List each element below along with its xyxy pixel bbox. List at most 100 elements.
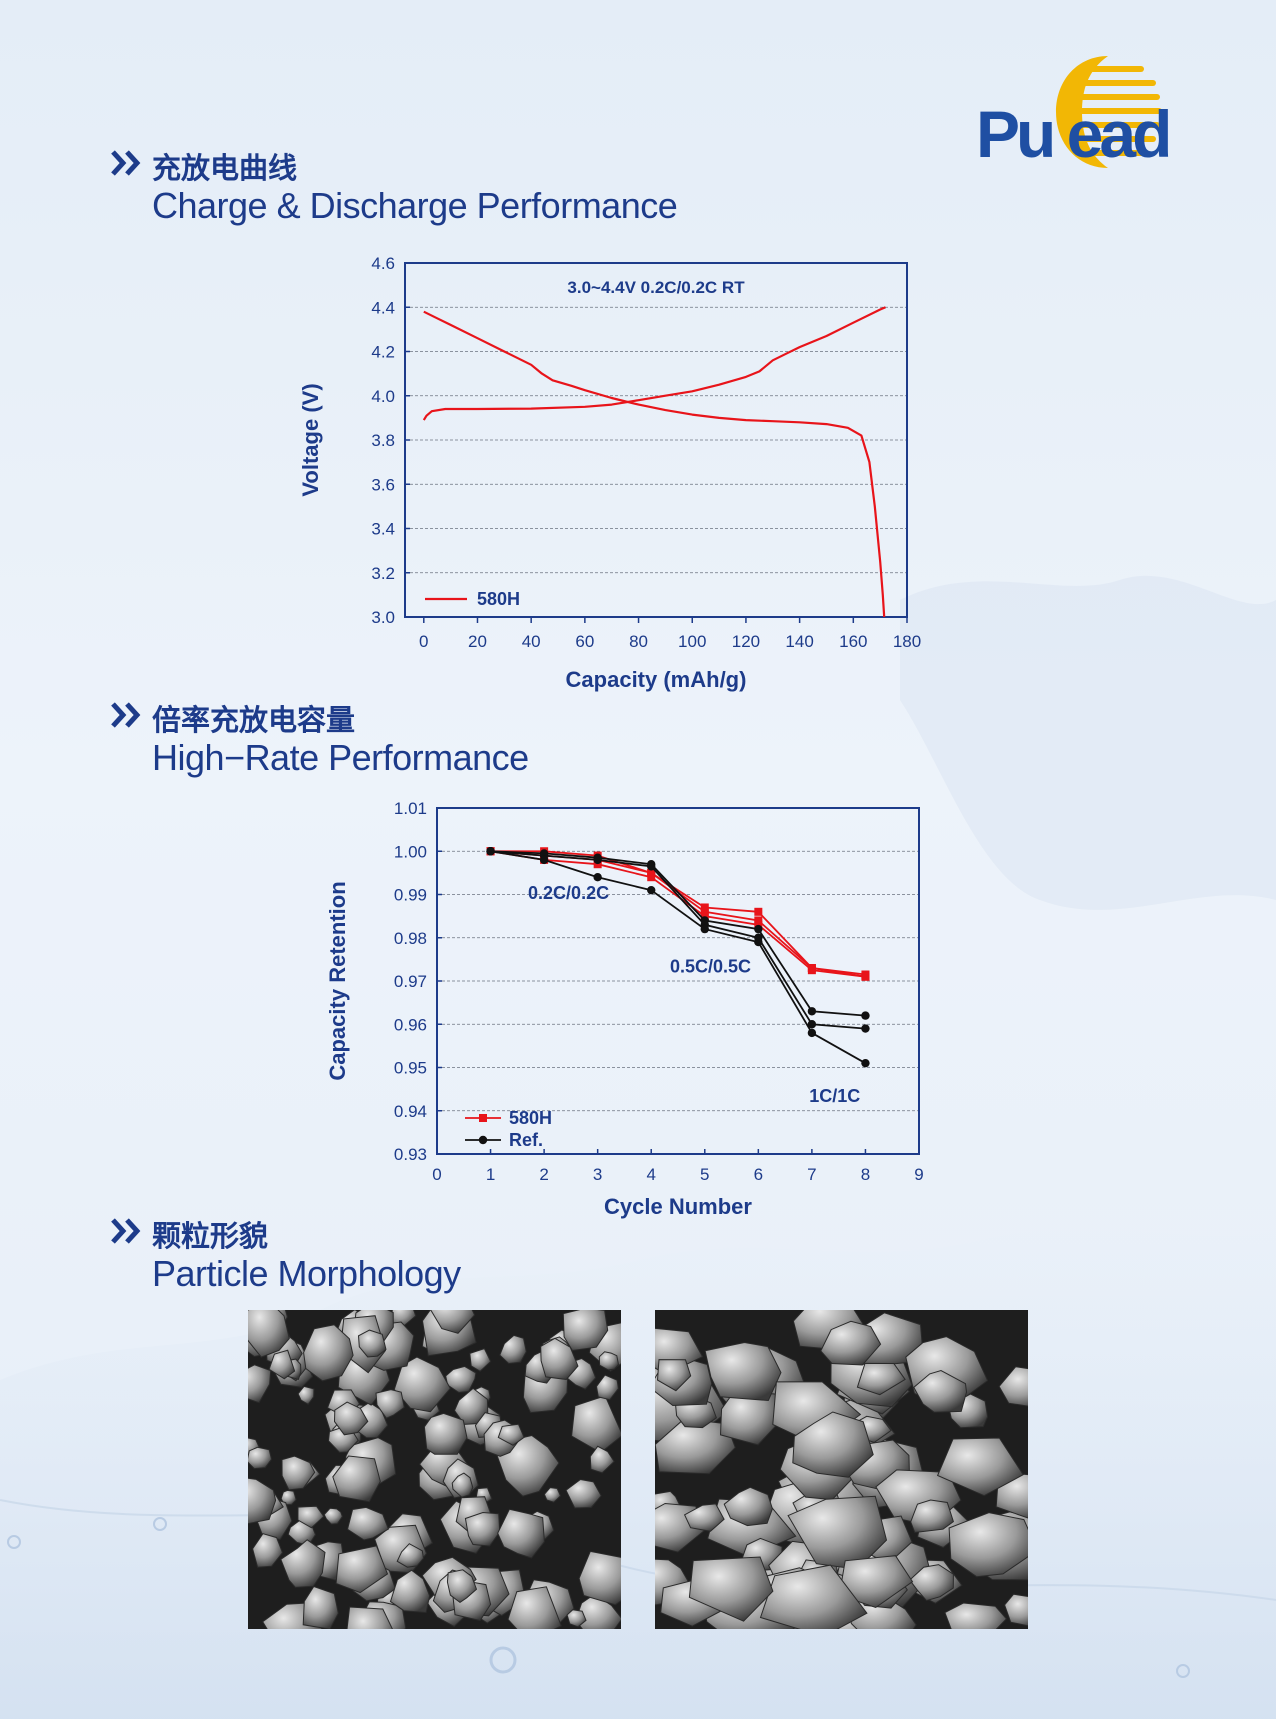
section-title-en: Particle Morphology bbox=[152, 1253, 461, 1294]
legend-label-ref: Ref. bbox=[509, 1130, 543, 1150]
series-ref-4 bbox=[486, 847, 870, 1033]
x-tick-label: 2 bbox=[539, 1165, 548, 1184]
y-tick-label: 0.94 bbox=[394, 1102, 427, 1121]
y-tick-label: 0.96 bbox=[394, 1015, 427, 1034]
x-tick-label: 0 bbox=[432, 1165, 441, 1184]
x-tick-label: 6 bbox=[754, 1165, 763, 1184]
y-tick-label: 1.01 bbox=[394, 799, 427, 818]
pulead-logo: Pu ead bbox=[970, 50, 1200, 190]
data-point bbox=[861, 1024, 870, 1033]
y-axis-label: Capacity Retention bbox=[325, 881, 350, 1080]
x-axis-label: Capacity (mAh/g) bbox=[566, 667, 747, 692]
sem-particles-right bbox=[655, 1310, 1028, 1629]
data-point bbox=[861, 1011, 870, 1020]
y-tick-label: 4.2 bbox=[371, 343, 395, 362]
rate-annotation: 0.5C/0.5C bbox=[670, 956, 751, 976]
legend-label-580h: 580H bbox=[509, 1108, 552, 1128]
sun-rays-icon bbox=[1056, 56, 1162, 168]
x-tick-label: 9 bbox=[914, 1165, 923, 1184]
high-rate-chart: 0.93 0.94 0.95 0.96 0.97 0.98 0.99 1.00 1.01 0 1 2 3… bbox=[325, 799, 924, 1219]
x-tick-label: 4 bbox=[646, 1165, 655, 1184]
x-tick-label: 140 bbox=[785, 632, 813, 651]
x-tick-label: 120 bbox=[732, 632, 760, 651]
data-point bbox=[807, 1028, 817, 1038]
data-point bbox=[754, 924, 763, 934]
x-tick-label: 180 bbox=[893, 632, 921, 651]
y-tick-label: 3.0 bbox=[371, 608, 395, 627]
chart-annotation: 3.0~4.4V 0.2C/0.2C RT bbox=[567, 278, 745, 297]
y-axis-label: Voltage (V) bbox=[298, 383, 323, 496]
y-tick-label: 3.2 bbox=[371, 564, 395, 583]
data-point bbox=[593, 860, 602, 869]
y-tick-label: 3.6 bbox=[371, 475, 395, 494]
x-tick-label: 100 bbox=[678, 632, 706, 651]
data-point bbox=[754, 937, 763, 947]
data-point bbox=[593, 855, 602, 865]
series-line-discharge bbox=[423, 310, 886, 618]
section-title-cn: 颗粒形貌 bbox=[152, 1219, 269, 1253]
y-tick-label: 3.4 bbox=[371, 520, 395, 539]
series-ref-3 bbox=[486, 847, 870, 1020]
x-tick-label: 40 bbox=[522, 632, 541, 651]
sem-image-right bbox=[655, 1310, 1028, 1629]
data-point bbox=[754, 916, 763, 925]
sem-particles-left bbox=[248, 1310, 621, 1629]
series-line bbox=[490, 850, 866, 1017]
data-point bbox=[539, 855, 549, 865]
x-axis-label: Cycle Number bbox=[604, 1194, 752, 1219]
data-point bbox=[861, 972, 870, 981]
data-point bbox=[700, 907, 709, 916]
double-chevron-icon bbox=[111, 702, 141, 728]
y-tick-label: 0.93 bbox=[394, 1145, 427, 1164]
y-tick-label: 4.6 bbox=[371, 254, 395, 273]
y-tick-label: 0.97 bbox=[394, 972, 427, 991]
plot-frame bbox=[436, 807, 920, 1155]
data-point bbox=[754, 907, 763, 916]
series-line bbox=[490, 850, 866, 976]
data-point bbox=[807, 966, 816, 975]
x-tick-label: 7 bbox=[807, 1165, 816, 1184]
data-point bbox=[647, 885, 656, 895]
x-tick-label: 80 bbox=[629, 632, 648, 651]
x-tick-label: 0 bbox=[419, 632, 428, 651]
double-chevron-icon bbox=[111, 1218, 141, 1244]
section-title-cn: 倍率充放电容量 bbox=[152, 703, 356, 737]
section-title-en: Charge & Discharge Performance bbox=[152, 185, 678, 226]
y-tick-label: 3.8 bbox=[371, 431, 395, 450]
series-ref-5 bbox=[486, 847, 870, 1068]
data-point bbox=[700, 903, 709, 912]
y-tick-label: 0.98 bbox=[394, 929, 427, 948]
x-tick-label: 3 bbox=[593, 1165, 602, 1184]
data-point bbox=[861, 1058, 870, 1068]
y-tick-label: 4.4 bbox=[371, 298, 395, 317]
y-tick-label: 1.00 bbox=[394, 842, 427, 861]
plot-frame bbox=[404, 262, 908, 618]
x-tick-label: 160 bbox=[839, 632, 867, 651]
rate-annotation: 0.2C/0.2C bbox=[528, 883, 609, 903]
data-point bbox=[647, 873, 656, 882]
series-line-charge bbox=[422, 306, 886, 421]
legend-label-580h: 580H bbox=[477, 589, 520, 609]
logo-wordmark: Pu ead bbox=[976, 97, 1172, 171]
series-line bbox=[490, 850, 866, 1030]
y-tick-label: 0.95 bbox=[394, 1059, 427, 1078]
data-point bbox=[807, 1020, 817, 1029]
data-point bbox=[700, 912, 709, 921]
sem-image-left bbox=[248, 1310, 621, 1629]
rate-annotation: 1C/1C bbox=[809, 1086, 860, 1106]
data-point bbox=[647, 868, 656, 877]
y-tick-label: 0.99 bbox=[394, 886, 427, 905]
data-point bbox=[700, 924, 709, 934]
legend-marker-ref bbox=[478, 1135, 488, 1145]
x-tick-label: 8 bbox=[861, 1165, 870, 1184]
data-point bbox=[593, 873, 602, 882]
y-tick-label: 4.0 bbox=[371, 387, 395, 406]
data-point bbox=[754, 920, 763, 929]
data-point bbox=[807, 1007, 817, 1016]
legend-marker-580h bbox=[479, 1114, 487, 1122]
x-tick-label: 20 bbox=[468, 632, 487, 651]
data-point bbox=[647, 862, 656, 871]
section-title-en: High−Rate Performance bbox=[152, 737, 529, 778]
double-chevron-icon bbox=[111, 150, 141, 176]
charge-discharge-chart: 3.0 3.2 3.4 3.6 3.8 4.0 4.2 4.4 4.6 0 20 40 60 80 100 1… bbox=[298, 254, 921, 692]
